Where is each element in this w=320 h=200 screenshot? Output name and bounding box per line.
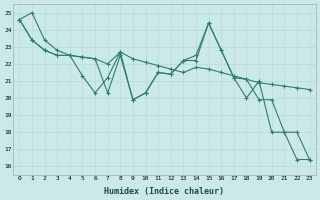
X-axis label: Humidex (Indice chaleur): Humidex (Indice chaleur)	[104, 187, 224, 196]
